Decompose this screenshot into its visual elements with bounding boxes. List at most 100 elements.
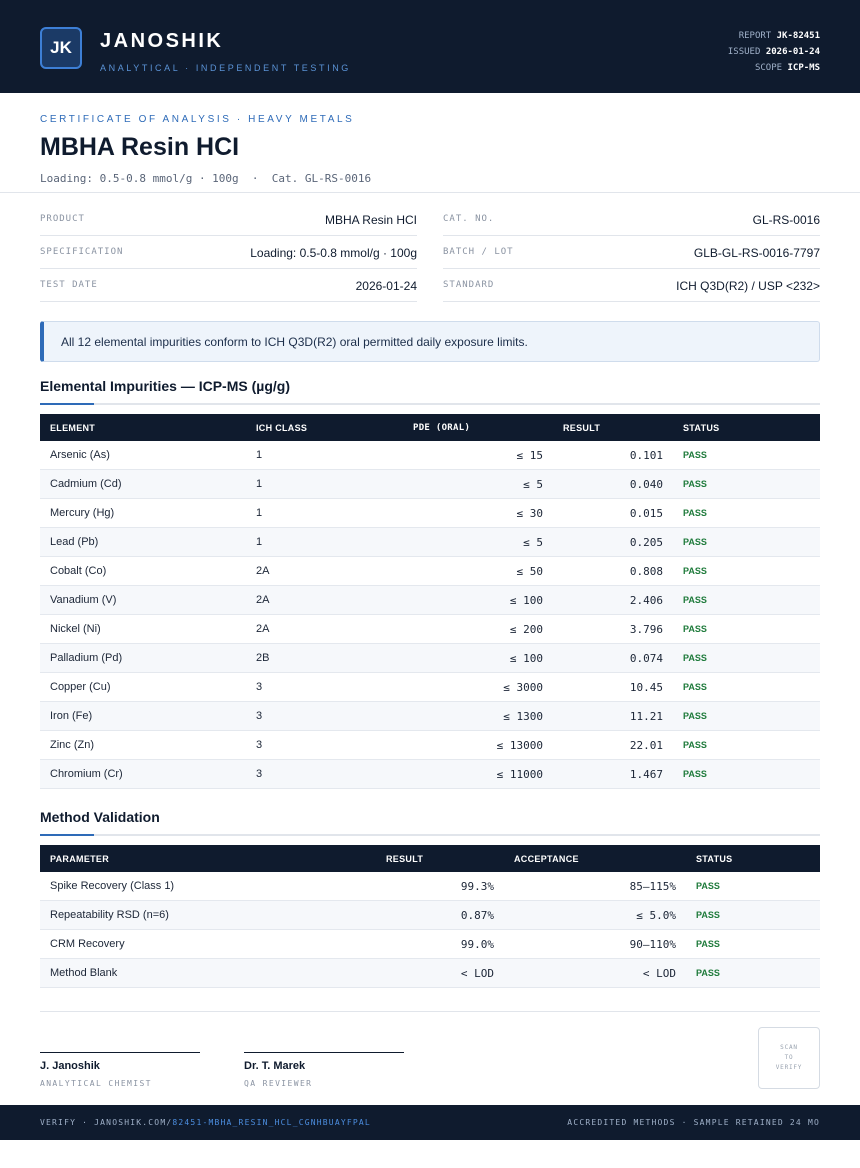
info-label: CAT. NO. [443, 214, 495, 224]
acceptance-cell: 90–110% [504, 929, 686, 959]
pde-cell: ≤ 3000 [403, 672, 553, 702]
verify-link[interactable]: 82451-MBHA_RESIN_HCL_CGNHBUAYFPAL [172, 1118, 371, 1127]
info-value: 2026-01-24 [355, 279, 417, 293]
page-title: MBHA Resin HCI [40, 133, 240, 161]
info-label: TEST DATE [40, 280, 98, 290]
result-cell: 0.87% [376, 900, 504, 930]
col-result: RESULT [376, 845, 504, 872]
status-badge: PASS [673, 556, 820, 586]
result-cell: 0.074 [553, 643, 673, 673]
verify-line: VERIFY · JANOSHIK.COM/82451-MBHA_RESIN_H… [40, 1118, 371, 1127]
table-header-row: ELEMENT ICH CLASS PDE (ORAL) RESULT STAT… [40, 414, 820, 441]
section-rule [40, 403, 820, 405]
table-row: Cobalt (Co) 2A ≤ 50 0.808 PASS [40, 556, 820, 586]
element-cell: Cadmium (Cd) [40, 469, 246, 499]
class-cell: 1 [246, 498, 403, 528]
status-badge: PASS [686, 900, 820, 930]
brand-name: JANOSHIK [100, 30, 224, 52]
status-badge: PASS [673, 441, 820, 470]
status-badge: PASS [673, 498, 820, 528]
validation-table: PARAMETER RESULT ACCEPTANCE STATUS Spike… [40, 845, 820, 988]
result-cell: 0.015 [553, 498, 673, 528]
col-element: ELEMENT [40, 414, 246, 441]
info-row-specification: SPECIFICATION Loading: 0.5-0.8 mmol/g · … [40, 237, 417, 269]
col-result: RESULT [553, 414, 673, 441]
result-cell: 2.406 [553, 585, 673, 615]
table-row: Cadmium (Cd) 1 ≤ 5 0.040 PASS [40, 469, 820, 499]
class-cell: 2B [246, 643, 403, 673]
table-row: Zinc (Zn) 3 ≤ 13000 22.01 PASS [40, 730, 820, 760]
info-row-standard: STANDARD ICH Q3D(R2) / USP <232> [443, 270, 820, 302]
signature-block: Dr. T. Marek QA REVIEWER [244, 1052, 404, 1088]
pde-cell: ≤ 13000 [403, 730, 553, 760]
verify-qr-placeholder[interactable]: SCAN TO VERIFY [758, 1027, 820, 1089]
status-badge: PASS [673, 672, 820, 702]
table-row: Repeatability RSD (n=6) 0.87% ≤ 5.0% PASS [40, 900, 820, 930]
table-row: Nickel (Ni) 2A ≤ 200 3.796 PASS [40, 614, 820, 644]
table-row: Chromium (Cr) 3 ≤ 11000 1.467 PASS [40, 759, 820, 789]
pde-cell: ≤ 200 [403, 614, 553, 644]
result-cell: 22.01 [553, 730, 673, 760]
info-value: GLB-GL-RS-0016-7797 [693, 246, 820, 260]
status-badge: PASS [673, 469, 820, 499]
meta-report: REPORT JK-82451 [738, 31, 820, 41]
info-row-product: PRODUCT MBHA Resin HCI [40, 204, 417, 236]
status-badge: PASS [673, 585, 820, 615]
status-badge: PASS [686, 958, 820, 988]
parameter-cell: CRM Recovery [40, 929, 376, 959]
parameter-cell: Spike Recovery (Class 1) [40, 872, 376, 901]
impurities-heading: Elemental Impurities — ICP-MS (µg/g) [40, 378, 290, 394]
info-row-cat-no: CAT. NO. GL-RS-0016 [443, 204, 820, 236]
meta-issued: ISSUED 2026-01-24 [727, 47, 820, 57]
table-header-row: PARAMETER RESULT ACCEPTANCE STATUS [40, 845, 820, 872]
report-meta: REPORT JK-82451 ISSUED 2026-01-24 SCOPE … [728, 28, 820, 76]
status-badge: PASS [673, 701, 820, 731]
element-cell: Iron (Fe) [40, 701, 246, 731]
col-status: STATUS [673, 414, 820, 441]
class-cell: 3 [246, 759, 403, 789]
conformance-notice: All 12 elemental impurities conform to I… [40, 321, 820, 362]
validation-heading: Method Validation [40, 809, 160, 825]
info-row-test-date: TEST DATE 2026-01-24 [40, 270, 417, 302]
class-cell: 1 [246, 441, 403, 470]
table-row: Iron (Fe) 3 ≤ 1300 11.21 PASS [40, 701, 820, 731]
result-cell: 11.21 [553, 701, 673, 731]
report-footer: VERIFY · JANOSHIK.COM/82451-MBHA_RESIN_H… [0, 1105, 860, 1140]
meta-scope: SCOPE ICP-MS [754, 63, 820, 73]
info-value: Loading: 0.5-0.8 mmol/g · 100g [250, 246, 417, 260]
acceptance-cell: 85–115% [504, 872, 686, 901]
result-cell: 0.101 [553, 441, 673, 470]
element-cell: Zinc (Zn) [40, 730, 246, 760]
acceptance-cell: < LOD [504, 958, 686, 988]
col-status: STATUS [686, 845, 820, 872]
col-ich-class: ICH CLASS [246, 414, 403, 441]
table-row: Palladium (Pd) 2B ≤ 100 0.074 PASS [40, 643, 820, 673]
col-parameter: PARAMETER [40, 845, 376, 872]
brand-tagline: ANALYTICAL · INDEPENDENT TESTING [100, 63, 351, 73]
status-badge: PASS [686, 872, 820, 901]
pde-cell: ≤ 11000 [403, 759, 553, 789]
pde-cell: ≤ 100 [403, 585, 553, 615]
element-cell: Cobalt (Co) [40, 556, 246, 586]
status-badge: PASS [686, 929, 820, 959]
status-badge: PASS [673, 527, 820, 557]
table-row: Spike Recovery (Class 1) 99.3% 85–115% PASS [40, 872, 820, 901]
pde-cell: ≤ 1300 [403, 701, 553, 731]
report-header: JK JANOSHIK ANALYTICAL · INDEPENDENT TES… [0, 0, 860, 93]
pde-cell: ≤ 100 [403, 643, 553, 673]
info-value: ICH Q3D(R2) / USP <232> [676, 279, 820, 293]
status-badge: PASS [673, 730, 820, 760]
logo-text: JK [50, 38, 72, 57]
info-value: MBHA Resin HCI [324, 213, 417, 227]
parameter-cell: Method Blank [40, 958, 376, 988]
divider [0, 192, 860, 193]
element-cell: Nickel (Ni) [40, 614, 246, 644]
divider [40, 1011, 820, 1012]
class-cell: 3 [246, 730, 403, 760]
table-row: Lead (Pb) 1 ≤ 5 0.205 PASS [40, 527, 820, 557]
element-cell: Copper (Cu) [40, 672, 246, 702]
class-cell: 2A [246, 585, 403, 615]
col-acceptance: ACCEPTANCE [504, 845, 686, 872]
class-cell: 3 [246, 701, 403, 731]
info-label: SPECIFICATION [40, 247, 124, 257]
